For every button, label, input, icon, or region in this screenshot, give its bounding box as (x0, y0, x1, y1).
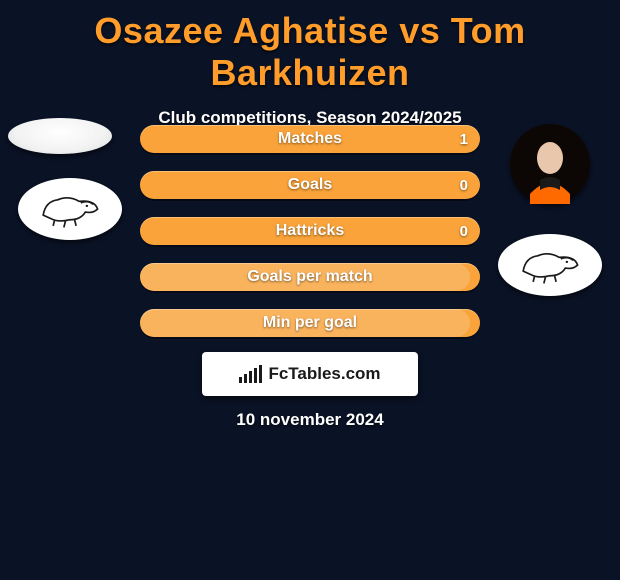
club-crest-left (18, 178, 122, 240)
stat-label: Goals per match (140, 263, 480, 291)
stats-container: Matches 1 Goals 0 Hattricks 0 Goals per … (140, 125, 480, 355)
date-text: 10 november 2024 (0, 410, 620, 430)
club-crest-right (498, 234, 602, 296)
stat-label: Matches (140, 125, 480, 153)
stat-value-right: 0 (460, 171, 468, 199)
stat-row: Goals 0 (140, 171, 480, 199)
bars-icon (239, 365, 262, 383)
page-title: Osazee Aghatise vs Tom Barkhuizen (0, 0, 620, 94)
stat-row: Hattricks 0 (140, 217, 480, 245)
stat-value-right: 0 (460, 217, 468, 245)
brand-text: FcTables.com (268, 364, 380, 384)
stat-row: Goals per match (140, 263, 480, 291)
player-right-avatar (510, 124, 590, 204)
stat-label: Min per goal (140, 309, 480, 337)
stat-label: Goals (140, 171, 480, 199)
stat-row: Matches 1 (140, 125, 480, 153)
brand-tag[interactable]: FcTables.com (202, 352, 418, 396)
player-left-avatar (8, 118, 112, 154)
stat-value-right: 1 (460, 125, 468, 153)
stat-label: Hattricks (140, 217, 480, 245)
stat-row: Min per goal (140, 309, 480, 337)
